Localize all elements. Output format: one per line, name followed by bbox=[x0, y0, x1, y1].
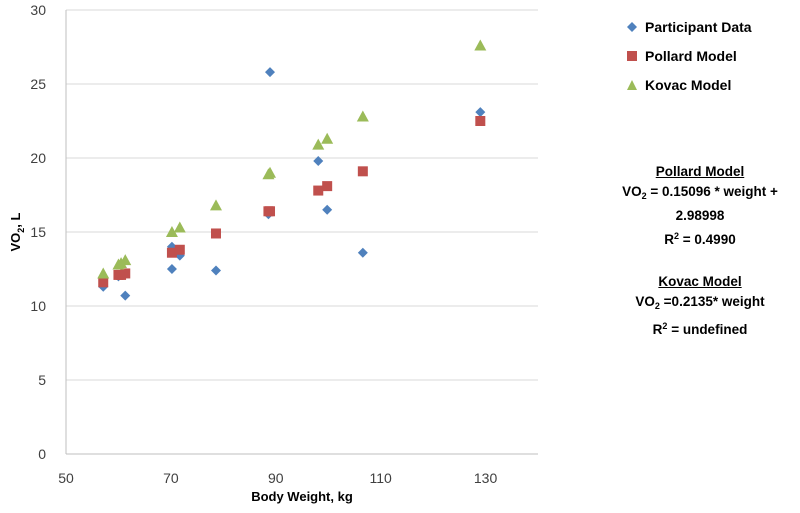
data-point-square bbox=[322, 181, 333, 192]
data-point-square bbox=[313, 185, 324, 196]
pollard-equation: VO2 = 0.15096 * weight + 2.98998 bbox=[622, 184, 778, 223]
y-tick-label: 20 bbox=[30, 150, 46, 166]
y-tick-labels: 0 5 10 15 20 25 30 bbox=[30, 2, 46, 462]
data-point-triangle bbox=[264, 166, 277, 178]
pollard-heading: Pollard Model bbox=[655, 164, 745, 179]
data-points bbox=[97, 39, 487, 301]
kovac-equation: VO2 =0.2135* weight bbox=[635, 294, 765, 311]
data-point-square bbox=[210, 228, 221, 239]
y-tick-label: 10 bbox=[30, 298, 46, 314]
data-point-triangle bbox=[97, 267, 110, 279]
x-tick-labels: 50 70 90 110 130 bbox=[58, 470, 497, 486]
data-point-triangle bbox=[165, 226, 178, 237]
legend-label: Kovac Model bbox=[645, 76, 732, 93]
data-point-triangle bbox=[356, 110, 369, 122]
y-tick-label: 5 bbox=[38, 372, 46, 388]
square-marker-icon bbox=[625, 49, 639, 63]
x-tick-label: 70 bbox=[163, 470, 179, 486]
kovac-heading: Kovac Model bbox=[658, 274, 742, 289]
data-point-square bbox=[357, 166, 368, 177]
data-point-square bbox=[120, 268, 131, 279]
gridlines bbox=[66, 9, 538, 381]
model-annotations: Pollard Model VO2 = 0.15096 * weight + 2… bbox=[600, 162, 800, 340]
data-point-triangle bbox=[209, 199, 222, 211]
data-point-triangle bbox=[119, 254, 132, 266]
y-tick-label: 25 bbox=[30, 76, 46, 92]
legend: Participant Data Pollard Model Kovac Mod… bbox=[625, 12, 752, 99]
data-point-diamond bbox=[120, 290, 131, 301]
data-point-diamond bbox=[210, 265, 221, 276]
data-point-triangle bbox=[474, 39, 487, 51]
legend-item-kovac: Kovac Model bbox=[625, 70, 752, 99]
data-point-diamond bbox=[313, 155, 324, 166]
legend-label: Pollard Model bbox=[645, 47, 737, 64]
data-point-square bbox=[265, 206, 276, 217]
diamond-marker-icon bbox=[625, 20, 639, 34]
data-point-square bbox=[98, 277, 109, 288]
x-tick-label: 50 bbox=[58, 470, 74, 486]
y-axis-title: VO2, L bbox=[8, 212, 26, 251]
data-point-diamond bbox=[357, 247, 368, 258]
kovac-r-squared: R2 = undefined bbox=[652, 321, 748, 337]
data-point-triangle bbox=[312, 138, 325, 150]
x-axis-title: Body Weight, kg bbox=[251, 489, 353, 504]
data-point-square bbox=[174, 244, 185, 255]
data-point-square bbox=[475, 116, 486, 126]
data-point-triangle bbox=[173, 221, 186, 233]
y-tick-label: 0 bbox=[38, 446, 46, 462]
legend-label: Participant Data bbox=[645, 18, 752, 35]
data-point-diamond bbox=[322, 204, 333, 215]
data-point-diamond bbox=[265, 67, 276, 78]
y-tick-label: 15 bbox=[30, 224, 46, 240]
legend-item-pollard: Pollard Model bbox=[625, 41, 752, 70]
data-point-square bbox=[166, 247, 177, 258]
y-tick-label: 30 bbox=[30, 2, 46, 18]
x-tick-label: 90 bbox=[268, 470, 284, 486]
triangle-marker-icon bbox=[625, 78, 639, 92]
data-point-diamond bbox=[166, 264, 177, 274]
legend-item-participant: Participant Data bbox=[625, 12, 752, 41]
x-tick-label: 130 bbox=[474, 470, 498, 486]
data-point-triangle bbox=[321, 132, 334, 144]
data-point-diamond bbox=[475, 107, 486, 118]
pollard-r-squared: R2 = 0.4990 bbox=[664, 231, 736, 247]
x-tick-label: 110 bbox=[370, 470, 393, 486]
